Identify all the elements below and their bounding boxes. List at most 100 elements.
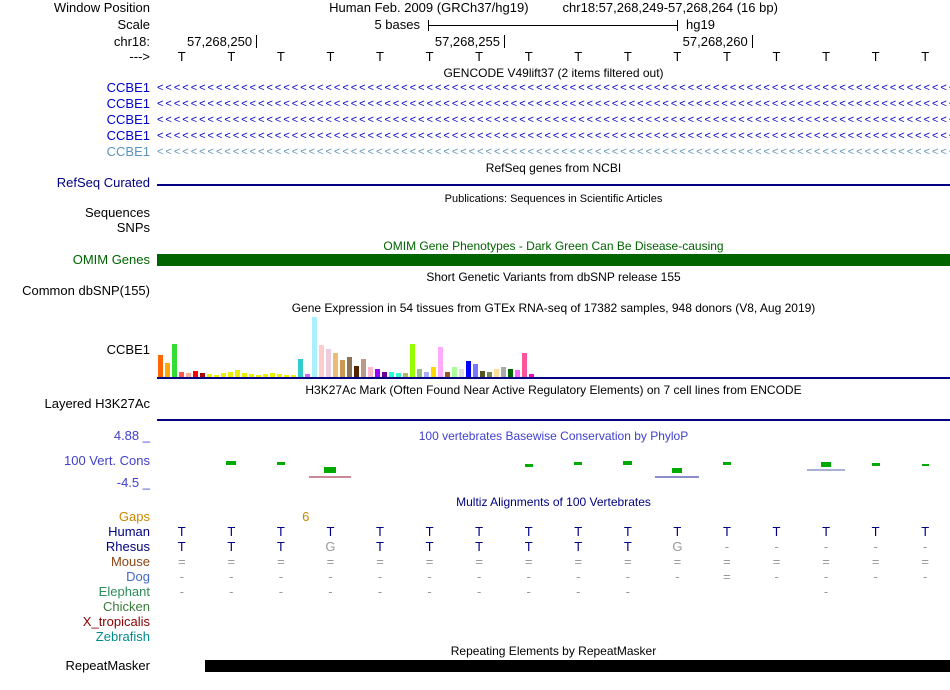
gtex-expression-bar[interactable] [347,357,352,377]
multiz-species-label[interactable]: Dog [126,569,150,584]
multiz-alignment-cell: - [774,539,779,554]
assembly-title: Human Feb. 2009 (GRCh37/hg19) [329,0,529,15]
multiz-alignment-cell: T [326,524,335,539]
strand-direction-label: ---> [129,49,150,64]
gencode-gene-label[interactable]: CCBE1 [106,144,150,159]
multiz-alignment-cell: = [425,554,434,569]
gencode-intron-arrows[interactable]: <<<<<<<<<<<<<<<<<<<<<<<<<<<<<<<<<<<<<<<<… [157,98,950,110]
gtex-expression-bar[interactable] [424,372,429,377]
gtex-expression-bar[interactable] [305,374,310,377]
gencode-intron-arrows[interactable]: <<<<<<<<<<<<<<<<<<<<<<<<<<<<<<<<<<<<<<<<… [157,146,950,158]
omim-genes-label[interactable]: OMIM Genes [72,252,150,267]
gtex-expression-bar[interactable] [319,345,324,377]
sequences-track-label[interactable]: Sequences [84,205,150,220]
gtex-expression-bar[interactable] [452,367,457,377]
gencode-gene-label[interactable]: CCBE1 [106,112,150,127]
gtex-expression-bar[interactable] [312,317,317,377]
gtex-expression-bar[interactable] [459,369,464,377]
gencode-gene-label[interactable]: CCBE1 [106,96,150,111]
reference-base: T [177,49,186,64]
gtex-expression-bar[interactable] [410,344,415,377]
gtex-expression-bar[interactable] [522,353,527,377]
refseq-curated-item-line[interactable] [157,184,950,186]
gencode-intron-arrows[interactable]: <<<<<<<<<<<<<<<<<<<<<<<<<<<<<<<<<<<<<<<<… [157,130,950,142]
h3k27ac-track-label[interactable]: Layered H3K27Ac [44,396,150,411]
dbsnp-track-label[interactable]: Common dbSNP(155) [22,283,150,298]
gtex-expression-bar[interactable] [508,369,513,377]
gtex-expression-bar[interactable] [172,344,177,377]
gtex-expression-bar[interactable] [256,375,261,377]
multiz-species-label[interactable]: Zebrafish [95,629,150,644]
gtex-expression-bar[interactable] [466,361,471,377]
multiz-species-label[interactable]: Human [108,524,150,539]
multiz-alignment-cell: - [179,584,184,599]
multiz-species-label[interactable]: Mouse [110,554,150,569]
gtex-expression-bar[interactable] [396,373,401,377]
multiz-species-label[interactable]: Elephant [98,584,150,599]
repeatmasker-track-label[interactable]: RepeatMasker [65,658,150,673]
gtex-gene-label[interactable]: CCBE1 [106,342,150,357]
reference-base: T [673,49,682,64]
gencode-intron-arrows[interactable]: <<<<<<<<<<<<<<<<<<<<<<<<<<<<<<<<<<<<<<<<… [157,82,950,94]
gtex-expression-bar[interactable] [284,375,289,377]
gtex-expression-bar[interactable] [340,360,345,377]
gtex-expression-bar[interactable] [221,373,226,377]
reference-base: T [276,49,285,64]
gtex-expression-bar[interactable] [473,364,478,377]
gencode-gene-label[interactable]: CCBE1 [106,80,150,95]
phylop-conservation-mark [574,462,583,465]
multiz-gap-size: 6 [302,509,310,524]
gtex-expression-bar[interactable] [165,363,170,377]
gtex-expression-bar[interactable] [263,374,268,377]
gtex-expression-bar[interactable] [501,367,506,377]
conservation-track-label[interactable]: 100 Vert. Cons [64,453,150,468]
multiz-gaps-label[interactable]: Gaps [118,509,150,524]
gencode-gene-label[interactable]: CCBE1 [106,128,150,143]
gtex-expression-bar[interactable] [249,374,254,377]
gtex-expression-bar[interactable] [158,355,163,377]
gtex-expression-bar[interactable] [438,347,443,377]
multiz-species-label[interactable]: Rhesus [105,539,150,554]
gtex-expression-bar[interactable] [417,369,422,377]
gtex-expression-bar[interactable] [179,372,184,377]
gtex-expression-bar[interactable] [186,373,191,377]
gtex-expression-bar[interactable] [403,373,408,377]
gtex-expression-bar[interactable] [480,371,485,377]
gtex-expression-bar[interactable] [354,366,359,377]
gtex-expression-bar[interactable] [270,373,275,377]
gtex-expression-bar[interactable] [389,372,394,377]
refseq-curated-label[interactable]: RefSeq Curated [56,175,150,190]
gtex-expression-bar[interactable] [207,374,212,377]
gtex-expression-bar[interactable] [235,370,240,377]
multiz-alignment-cell: G [672,539,683,554]
gtex-expression-bar[interactable] [277,374,282,377]
gtex-expression-bar[interactable] [368,367,373,377]
gtex-expression-bar[interactable] [445,372,450,377]
gtex-expression-bar[interactable] [228,372,233,377]
gtex-expression-bar[interactable] [494,369,499,377]
gtex-expression-bar[interactable] [431,367,436,377]
gencode-intron-arrows[interactable]: <<<<<<<<<<<<<<<<<<<<<<<<<<<<<<<<<<<<<<<<… [157,114,950,126]
gtex-expression-bar[interactable] [242,373,247,377]
multiz-species-label[interactable]: Chicken [103,599,150,614]
gtex-expression-bar[interactable] [214,375,219,377]
gtex-expression-bar[interactable] [298,359,303,377]
multiz-species-label[interactable]: X_tropicalis [82,614,150,629]
multiz-alignment-cell: T [425,539,434,554]
repeatmasker-element-bar[interactable] [205,660,950,672]
omim-gene-bar[interactable] [157,254,950,266]
gtex-expression-bar[interactable] [361,359,366,377]
gtex-expression-bar[interactable] [200,373,205,377]
gtex-expression-bar[interactable] [291,375,296,377]
gtex-expression-bar[interactable] [382,372,387,377]
multiz-track-title: Multiz Alignments of 100 Vertebrates [456,495,651,509]
publications-track-title: Publications: Sequences in Scientific Ar… [444,193,663,205]
gtex-expression-bar[interactable] [333,353,338,377]
snps-track-label[interactable]: SNPs [116,220,150,235]
gtex-expression-bar[interactable] [375,369,380,377]
gtex-expression-bar[interactable] [193,371,198,377]
gtex-expression-bar[interactable] [529,374,534,377]
gtex-expression-bar[interactable] [515,370,520,377]
gtex-expression-bar[interactable] [326,349,331,377]
gtex-expression-bar[interactable] [487,372,492,377]
